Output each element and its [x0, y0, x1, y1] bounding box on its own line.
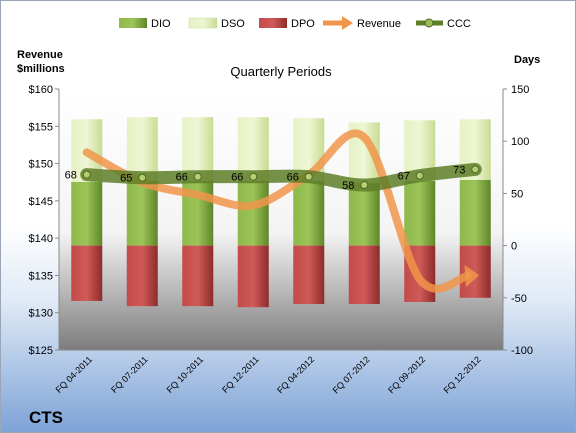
x-tick-label: FQ 07-2012 [331, 354, 372, 395]
legend-swatch-revenue [323, 16, 353, 30]
bar-dio [348, 182, 380, 246]
right-tick-label: 50 [511, 188, 523, 200]
x-tick-label: FQ 10-2011 [165, 354, 206, 395]
ccc-marker [360, 181, 369, 190]
bar-dio [459, 179, 491, 246]
company-ticker: CTS [29, 408, 63, 427]
bar-dpo [71, 245, 103, 301]
left-tick-label: $155 [29, 121, 53, 133]
ccc-data-label: 66 [176, 172, 188, 184]
legend-label-dio: DIO [151, 18, 171, 30]
bar-dpo [182, 245, 214, 307]
left-tick-label: $160 [29, 84, 53, 96]
right-tick-label: 100 [511, 136, 529, 148]
bar-dio [71, 181, 103, 246]
left-tick-label: $135 [29, 270, 53, 282]
left-tick-label: $145 [29, 196, 53, 208]
ccc-data-label: 73 [453, 164, 465, 176]
bars-layer [71, 117, 491, 308]
x-tick-label: FQ 09-2012 [386, 354, 427, 395]
bar-dio [237, 180, 269, 246]
legend-label-dpo: DPO [291, 18, 315, 30]
right-tick-label: -100 [511, 345, 533, 357]
bar-dso [126, 117, 158, 181]
legend-swatch-dso [188, 17, 218, 29]
ccc-data-label: 68 [65, 170, 77, 182]
x-tick-label: FQ 04-2011 [54, 354, 95, 395]
left-tick-label: $125 [29, 345, 53, 357]
legend-label-ccc: CCC [447, 18, 471, 30]
bar-dpo [293, 245, 325, 305]
ccc-data-label: 66 [287, 172, 299, 184]
ccc-data-label: 66 [231, 172, 243, 184]
plot-area [59, 89, 503, 350]
ccc-data-label: 65 [120, 173, 132, 185]
x-tick-label: FQ 12-2011 [220, 354, 261, 395]
bar-dpo [126, 245, 158, 307]
legend-swatch-ccc [416, 18, 443, 28]
legend-label-dso: DSO [221, 18, 245, 30]
bar-dio [293, 180, 325, 246]
bar-dio [404, 180, 436, 246]
legend-swatch-dio [119, 18, 147, 28]
left-tick-label: $140 [29, 233, 53, 245]
ccc-marker [193, 172, 202, 181]
right-tick-label: -50 [511, 293, 527, 305]
ccc-marker [249, 172, 258, 181]
right-tick-label: 0 [511, 241, 517, 253]
ccc-data-label: 67 [398, 171, 410, 183]
ccc-marker [138, 173, 147, 182]
bar-dpo [237, 245, 269, 308]
ccc-marker [471, 165, 480, 174]
legend: DIO DSO DPO Revenue CCC [119, 16, 471, 30]
ccc-marker [415, 171, 424, 180]
left-axis-title-line1: Revenue [17, 49, 63, 61]
left-tick-label: $130 [29, 308, 53, 320]
x-tick-label: FQ 12-2012 [442, 354, 483, 395]
ccc-line [80, 162, 482, 192]
right-tick-label: 150 [511, 84, 529, 96]
chart-subtitle: Quarterly Periods [230, 64, 332, 79]
ccc-data-label: 58 [342, 180, 354, 192]
ccc-marker [304, 172, 313, 181]
left-axis-title-line2: $millions [17, 63, 65, 75]
bar-dio [126, 180, 158, 246]
ccc-marker [82, 170, 91, 179]
x-tick-label: FQ 07-2011 [109, 354, 150, 395]
legend-label-revenue: Revenue [357, 18, 401, 30]
bar-dpo [459, 245, 491, 298]
left-tick-label: $150 [29, 159, 53, 171]
x-tick-label: FQ 04-2012 [275, 354, 316, 395]
right-axis-title: Days [514, 54, 540, 66]
revenue-arrowhead [464, 265, 480, 288]
bar-dpo [348, 245, 380, 305]
legend-swatch-dpo [259, 18, 287, 28]
lines-layer: 68 65 66 66 66 58 67 73 [65, 129, 482, 293]
